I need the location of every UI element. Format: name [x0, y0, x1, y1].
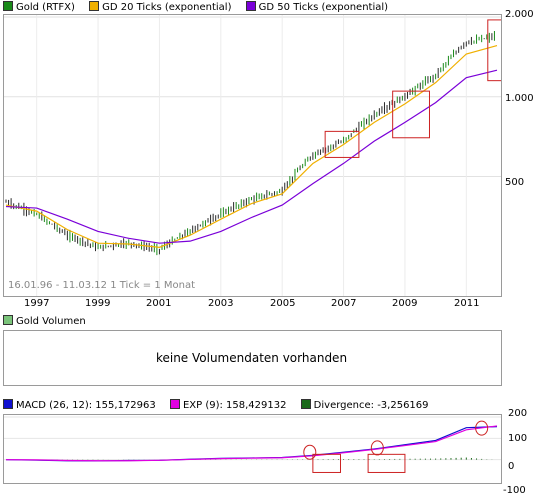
macd-chart[interactable] [3, 414, 502, 484]
x-tick-label: 2001 [146, 298, 172, 309]
price-axis-label-1000: 1.000 [505, 93, 534, 104]
x-tick-label: 2009 [392, 298, 418, 309]
divergence-swatch [300, 399, 311, 409]
exp-line [5, 425, 498, 462]
price-chart-svg [4, 15, 501, 296]
highlight-circle [303, 444, 317, 460]
legend-gd20: GD 20 Ticks (exponential) [86, 1, 235, 13]
gd20-swatch [89, 1, 100, 11]
highlight-box [392, 90, 430, 139]
macd-axis-label-0: 0 [508, 461, 515, 472]
macd-legend: MACD (26, 12): 155,172963 EXP (9): 158,4… [0, 399, 429, 413]
volume-legend: Gold Volumen [0, 315, 86, 329]
gold-swatch [3, 1, 13, 11]
highlight-box [487, 19, 501, 82]
date-range-info: 16.01.96 - 11.03.12 1 Tick = 1 Monat [8, 280, 196, 291]
price-axis-label-500: 500 [505, 177, 525, 188]
price-chart[interactable]: 16.01.96 - 11.03.12 1 Tick = 1 Monat [3, 14, 502, 297]
price-axis-label-2000: 2.000 [505, 9, 534, 20]
macd-line [5, 426, 498, 462]
no-volume-message: keine Volumendaten vorhanden [155, 351, 348, 365]
gd50-line [5, 69, 498, 244]
macd-axis-label-neg100: -100 [503, 485, 526, 496]
highlight-circle [370, 440, 384, 456]
x-tick-label: 1999 [85, 298, 111, 309]
x-tick-label: 2011 [454, 298, 480, 309]
highlight-box [367, 453, 406, 473]
macd-axis-label-200: 200 [508, 408, 528, 419]
legend-macd: MACD (26, 12): 155,172963 [0, 399, 159, 411]
exp-swatch [169, 399, 180, 409]
x-tick-label: 2007 [331, 298, 357, 309]
legend-gd50: GD 50 Ticks (exponential) [243, 1, 388, 13]
highlight-circle [475, 420, 489, 436]
gd20-line [5, 45, 498, 248]
highlight-box [324, 130, 360, 158]
x-tick-label: 1997 [24, 298, 50, 309]
highlight-box [312, 453, 341, 473]
macd-axis-label-100: 100 [508, 433, 528, 444]
legend-divergence: Divergence: -3,256169 [298, 399, 429, 411]
gd50-swatch [245, 1, 256, 11]
macd-swatch [3, 399, 13, 409]
volume-panel [3, 330, 502, 386]
volume-swatch [3, 315, 13, 325]
legend-exp: EXP (9): 158,429132 [167, 399, 290, 411]
price-legend: Gold (RTFX) GD 20 Ticks (exponential) GD… [0, 1, 388, 15]
legend-gold: Gold (RTFX) [0, 1, 78, 13]
x-tick-label: 2005 [270, 298, 296, 309]
x-tick-label: 2003 [208, 298, 234, 309]
macd-chart-svg [4, 416, 501, 473]
